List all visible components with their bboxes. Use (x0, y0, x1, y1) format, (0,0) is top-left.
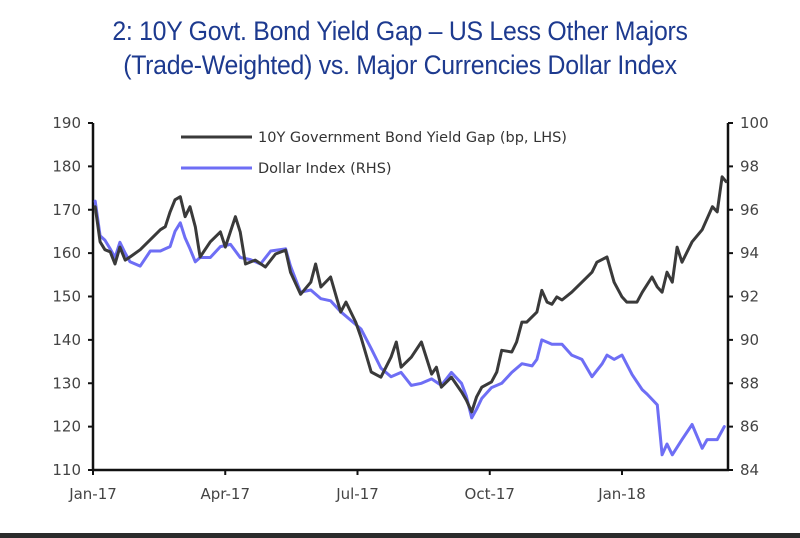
bottom-border (0, 533, 800, 538)
left-tick-label: 180 (52, 157, 81, 175)
series-group (93, 175, 728, 457)
right-tick-label: 94 (740, 244, 759, 262)
left-tick-label: 190 (52, 114, 81, 132)
legend: 10Y Government Bond Yield Gap (bp, LHS) … (181, 130, 567, 177)
x-tick-label: Jul-17 (335, 485, 379, 503)
right-tick-label: 98 (740, 157, 759, 175)
right-tick-label: 84 (740, 461, 759, 479)
right-tick-label: 96 (740, 201, 759, 219)
chart-title-line-1: 2: 10Y Govt. Bond Yield Gap – US Less Ot… (112, 16, 688, 46)
left-tick-label: 140 (52, 331, 81, 349)
left-tick-label: 130 (52, 374, 81, 392)
right-tick-label: 86 (740, 418, 759, 436)
left-tick-label: 170 (52, 201, 81, 219)
right-tick-label: 100 (740, 114, 769, 132)
x-tick-label: Apr-17 (201, 485, 251, 503)
right-tick-label: 92 (740, 288, 759, 306)
right-tick-label: 88 (740, 374, 759, 392)
legend-label-yield-gap: 10Y Government Bond Yield Gap (bp, LHS) (258, 130, 567, 146)
series-line-dollar-index (93, 199, 726, 457)
series-line-yield-gap (93, 175, 728, 414)
axes: 110 120 130 140 150 160 170 180 190 84 86 88 90 92 94 9… (52, 114, 768, 503)
left-tick-label: 110 (52, 461, 81, 479)
left-tick-label: 160 (52, 244, 81, 262)
legend-label-dollar-index: Dollar Index (RHS) (258, 161, 392, 177)
left-tick-label: 120 (52, 418, 81, 436)
right-tick-label: 90 (740, 331, 759, 349)
x-tick-label: Jan-18 (597, 485, 646, 503)
chart-title-line-2: (Trade-Weighted) vs. Major Currencies Do… (123, 50, 677, 80)
left-tick-label: 150 (52, 288, 81, 306)
x-tick-label: Jan-17 (68, 485, 117, 503)
chart-title: 2: 10Y Govt. Bond Yield Gap – US Less Ot… (32, 14, 768, 82)
x-tick-label: Oct-17 (465, 485, 515, 503)
